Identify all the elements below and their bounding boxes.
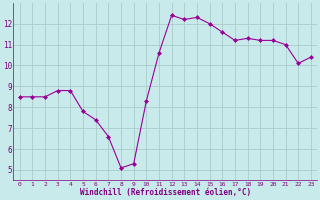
- X-axis label: Windchill (Refroidissement éolien,°C): Windchill (Refroidissement éolien,°C): [80, 188, 251, 197]
